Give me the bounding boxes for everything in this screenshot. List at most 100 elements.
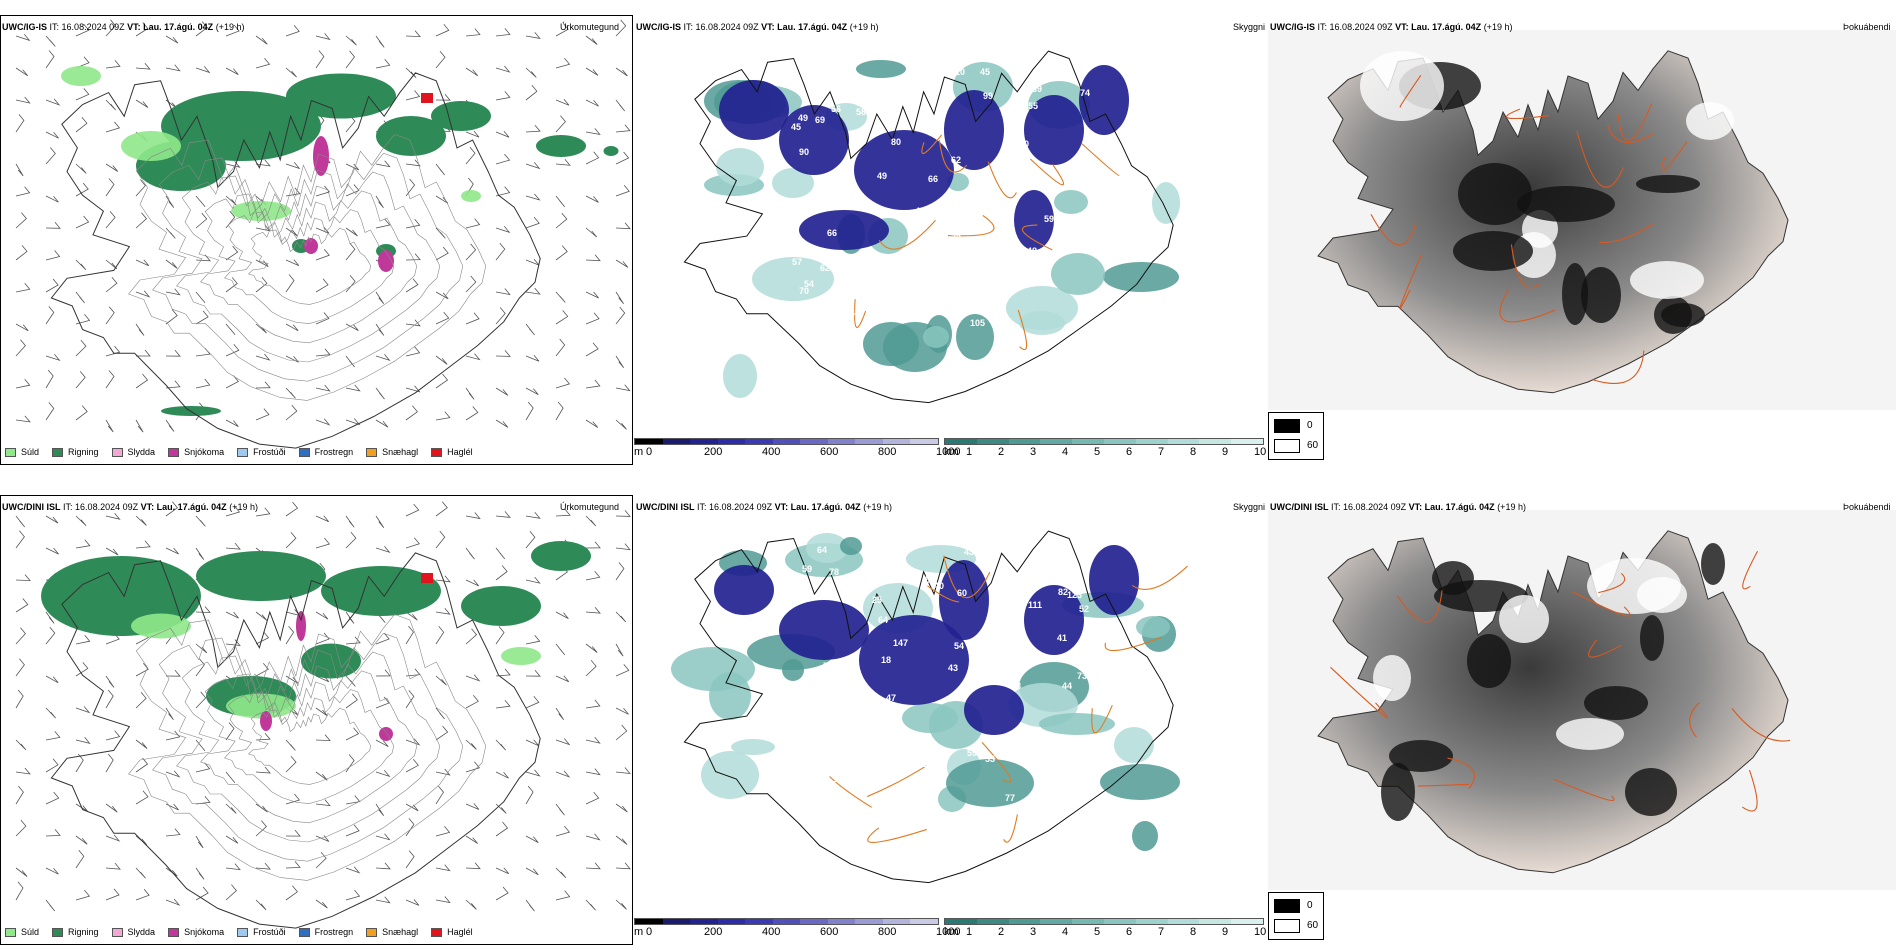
road-line [943,555,991,599]
rain-area [196,551,326,601]
wind-barb [285,625,295,645]
road-line [1592,350,1645,384]
wind-barb [45,731,61,741]
wind-barb [15,114,25,133]
wind-barb [585,254,601,262]
header-vt-label: VT: [127,22,141,32]
wind-barb [75,182,89,197]
wind-barb [15,689,24,709]
wind-barb [285,829,301,837]
snow-area [379,727,393,741]
wind-barb [45,278,59,293]
wind-barb [315,734,331,742]
ceiling-value-label: 54 [804,279,814,289]
wind-barb [525,193,541,201]
wind-barb [465,547,475,560]
wind-barb [135,323,145,336]
wind-barb [75,23,90,37]
fog-patch [1389,740,1453,772]
road-line [938,140,968,173]
wind-barb [585,606,601,614]
colorbar-unit: km [944,926,959,938]
wind-barb [615,99,626,112]
header-vt-value: Lau. 17.ágú. 04Z [790,502,861,512]
wind-barb [375,696,390,709]
road-line [829,776,872,808]
wind-barb [405,218,421,229]
panel-header: UWC/DINI ISL IT: 16.08.2024 09Z VT: Lau.… [636,502,892,513]
wind-barb [435,93,451,101]
contour-line [200,670,418,824]
wind-barb [375,632,390,645]
wind-barb [195,796,211,805]
colorbar-cell [1135,919,1168,924]
wind-barb [285,793,301,805]
wind-barb [525,669,541,677]
wind-barb [585,768,601,776]
drizzle-area [121,131,181,161]
ceiling-value-label: 61 [816,787,826,797]
colorbar-tick: 3 [1030,446,1037,458]
wind-barb [255,277,268,293]
colorbar-tick: 4 [1062,926,1069,938]
wind-barb [615,543,631,551]
wind-barb [495,547,506,560]
wind-barb [15,867,28,877]
ceiling-value-label: 48 [1011,681,1021,691]
drizzle-area [231,201,291,221]
header-vt-label: VT: [761,22,775,32]
wind-barb [585,227,598,238]
snow-area [378,250,394,272]
wind-barb [375,739,389,748]
header-vt-label: VT: [774,502,789,512]
ceiling-value-label: 52 [1079,604,1089,614]
wind-barb [105,675,115,688]
wind-barb [435,785,444,805]
ceiling-value-label: 46 [901,306,911,316]
wind-barb [495,226,511,234]
wind-barb [195,835,204,849]
wind-barb [375,323,385,336]
wind-barb [555,98,570,106]
wind-barb [225,803,237,814]
header-it-label: IT: [1317,22,1328,32]
colorbar-cell [882,439,911,444]
legend-swatch [431,927,443,937]
wind-barb [495,419,509,428]
wind-barb [435,826,451,837]
wind-barb [75,163,87,174]
colorbar-cell [662,919,691,924]
colorbar-cell [1008,439,1041,444]
wind-barb [345,418,361,426]
legend-swatch [237,447,249,457]
wind-barb [525,124,541,133]
legend-swatch [52,447,64,457]
legend-item: Frostúði [237,927,286,937]
colorbar-tick: 400 [762,926,781,938]
drizzle-area [226,693,296,719]
ceiling-value-label: 40 [934,581,944,591]
visibility-colorbar: km 1 2 3 4 5 6 7 8 9 10 [944,918,1266,942]
road-line [1499,288,1556,323]
wind-barb [435,411,451,421]
legend-item: Súld [5,447,39,457]
legend-label: Snæhagl [382,447,419,457]
ceiling-value-label: 54 [954,641,964,651]
visibility-area [1114,727,1154,763]
rain-area [301,643,361,679]
low-ceiling-area [1024,585,1084,655]
wind-barb [225,160,241,168]
wind-barb [45,402,55,421]
ceiling-value-label: 67 [840,744,850,754]
road-line [1104,636,1163,652]
wind-barb [345,824,360,837]
wind-barb [555,770,571,778]
road-line [1552,778,1615,802]
wind-barb [495,565,508,581]
colorbar-cell [1231,439,1263,444]
wind-barb [105,99,117,111]
wind-barb [585,660,597,677]
header-vt-label: VT: [1408,502,1423,512]
wind-barb [15,378,31,389]
fog-patch [1581,267,1621,323]
